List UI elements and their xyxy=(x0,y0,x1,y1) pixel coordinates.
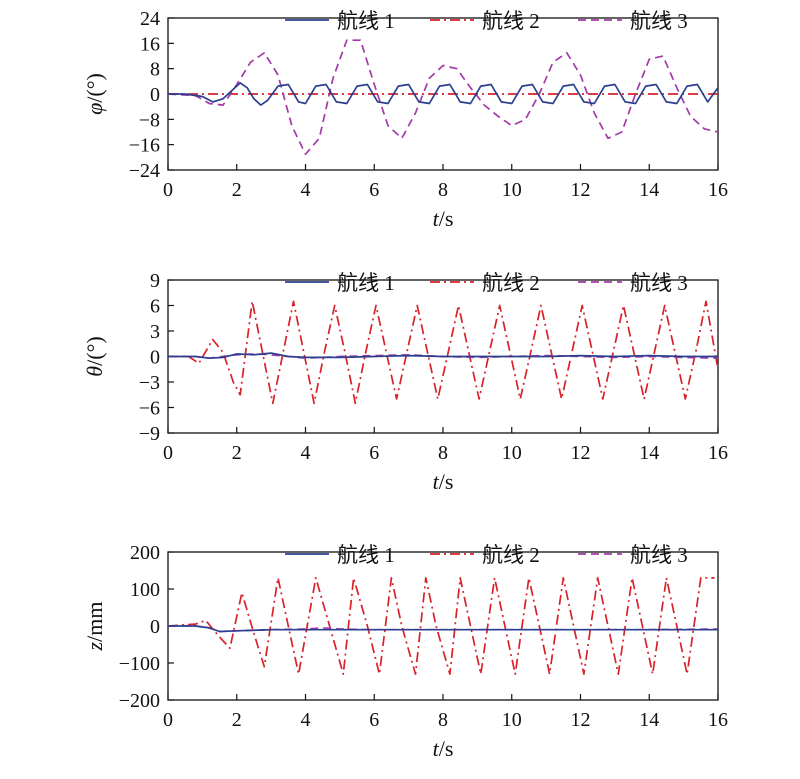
y-tick-label: −200 xyxy=(119,690,160,712)
x-axis-label: t/s xyxy=(433,206,454,231)
legend-label-3: 航线 3 xyxy=(630,271,688,295)
x-axis-unit: /s xyxy=(439,206,454,231)
x-axis-label: t/s xyxy=(433,736,454,761)
y-tick-label: −9 xyxy=(139,423,160,445)
series-group xyxy=(168,39,718,156)
y-tick-label: −24 xyxy=(129,160,160,182)
x-tick-label: 2 xyxy=(232,709,242,731)
y-tick-label: 8 xyxy=(150,59,160,81)
y-tick-label: −3 xyxy=(139,372,160,394)
x-tick-label: 6 xyxy=(369,179,379,201)
x-tick-label: 8 xyxy=(438,442,448,464)
y-axis-variable: φ xyxy=(82,103,107,115)
y-tick-label: 0 xyxy=(150,616,160,638)
y-tick-label: −8 xyxy=(139,109,160,131)
series-line-2 xyxy=(168,300,718,405)
y-axis-variable: θ xyxy=(82,366,107,377)
series-line-1 xyxy=(168,82,718,106)
x-tick-label: 4 xyxy=(301,179,311,201)
y-tick-label: 3 xyxy=(150,321,160,343)
y-axis-variable: z xyxy=(82,641,107,651)
x-tick-label: 0 xyxy=(163,709,173,731)
series-line-1 xyxy=(168,352,718,360)
y-axis-label: θ/(°) xyxy=(82,336,107,376)
x-tick-label: 10 xyxy=(502,442,522,464)
x-tick-label: 6 xyxy=(369,709,379,731)
x-tick-label: 16 xyxy=(708,442,728,464)
legend-label-1: 航线 1 xyxy=(337,543,395,567)
series-line-3 xyxy=(168,39,718,156)
legend-label-2: 航线 2 xyxy=(482,9,540,33)
x-axis-variable: t xyxy=(433,469,440,494)
x-tick-label: 8 xyxy=(438,709,448,731)
y-axis-unit: /(°) xyxy=(82,73,107,103)
x-axis-unit: /s xyxy=(439,736,454,761)
series-line-2 xyxy=(168,577,715,675)
y-tick-label: 9 xyxy=(150,270,160,292)
x-axis-label: t/s xyxy=(433,469,454,494)
legend-label-3: 航线 3 xyxy=(630,9,688,33)
x-tick-label: 6 xyxy=(369,442,379,464)
y-tick-label: −6 xyxy=(139,398,160,420)
x-tick-label: 14 xyxy=(639,442,659,464)
chart-panel-theta: 0 2 4 6 8 10 12 14 16 9 6 3 0 −3 −6 −9 t/s θ/(°) 航线 1 航线 2 航… xyxy=(82,270,728,494)
x-tick-label: 4 xyxy=(301,709,311,731)
x-tick-label: 0 xyxy=(163,442,173,464)
y-tick-label: −16 xyxy=(129,135,160,157)
x-tick-label: 12 xyxy=(571,709,591,731)
y-tick-label: 100 xyxy=(130,579,160,601)
legend-label-2: 航线 2 xyxy=(482,271,540,295)
series-group xyxy=(168,577,718,675)
y-axis-label: z/mm xyxy=(82,602,107,652)
legend-label-1: 航线 1 xyxy=(337,9,395,33)
x-tick-label: 10 xyxy=(502,179,522,201)
y-tick-label: 0 xyxy=(150,347,160,369)
x-tick-label: 12 xyxy=(571,442,591,464)
y-tick-label: −100 xyxy=(119,653,160,675)
series-line-1 xyxy=(168,625,718,633)
y-tick-label: 6 xyxy=(150,296,160,318)
x-tick-label: 2 xyxy=(232,442,242,464)
x-axis-variable: t xyxy=(433,206,440,231)
x-tick-label: 4 xyxy=(301,442,311,464)
y-axis-label: φ/(°) xyxy=(82,73,107,115)
legend-label-3: 航线 3 xyxy=(630,543,688,567)
x-tick-label: 14 xyxy=(639,179,659,201)
x-tick-label: 14 xyxy=(639,709,659,731)
x-tick-label: 8 xyxy=(438,179,448,201)
y-axis-unit: /mm xyxy=(82,602,107,642)
x-tick-label: 0 xyxy=(163,179,173,201)
x-tick-label: 16 xyxy=(708,709,728,731)
x-axis-unit: /s xyxy=(439,469,454,494)
x-tick-label: 16 xyxy=(708,179,728,201)
plot-frame xyxy=(167,551,719,701)
x-tick-label: 2 xyxy=(232,179,242,201)
y-axis-unit: /(°) xyxy=(82,336,107,366)
legend-label-1: 航线 1 xyxy=(337,271,395,295)
x-tick-label: 12 xyxy=(571,179,591,201)
legend-label-2: 航线 2 xyxy=(482,543,540,567)
chart-panel-z: 0 2 4 6 8 10 12 14 16 200 100 0 −100 −200 t/s z/mm 航线 1 航… xyxy=(82,542,728,761)
x-axis-variable: t xyxy=(433,736,440,761)
y-tick-label: 16 xyxy=(140,33,160,55)
y-tick-label: 0 xyxy=(150,84,160,106)
x-tick-label: 10 xyxy=(502,709,522,731)
y-tick-label: 24 xyxy=(140,8,160,30)
y-tick-label: 200 xyxy=(130,542,160,564)
series-group xyxy=(168,300,718,405)
